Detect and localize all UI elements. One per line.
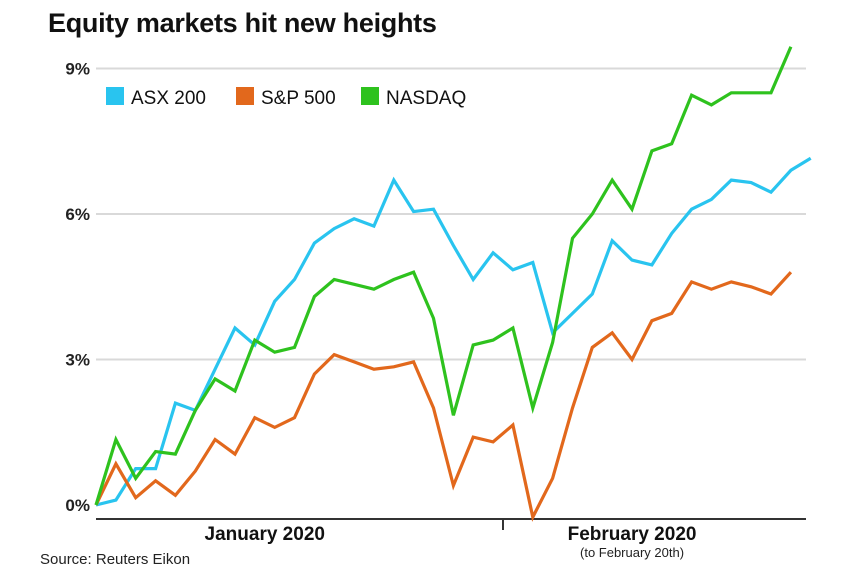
legend-label-asx-200: ASX 200 xyxy=(131,88,206,109)
legend-label-s-p-500: S&P 500 xyxy=(261,88,336,109)
legend-swatch-s-p-500 xyxy=(236,87,254,105)
legend-swatch-nasdaq xyxy=(361,87,379,105)
y-tick-label: 9% xyxy=(65,60,90,79)
source-note: Source: Reuters Eikon xyxy=(40,551,191,568)
legend-label-nasdaq: NASDAQ xyxy=(386,88,466,109)
chart-title: Equity markets hit new heights xyxy=(48,8,437,38)
gridlines xyxy=(96,67,806,361)
legend-swatch-asx-200 xyxy=(106,87,124,105)
axes: 0% 3% 6% 9% January 2020 February 2020(to Feb… xyxy=(65,60,806,560)
series-line-nasdaq xyxy=(94,46,793,506)
x-month-label: January 2020 xyxy=(205,524,325,545)
legend: ASX 200 S&P 500 NASDAQ xyxy=(106,87,466,109)
x-month-note: (to February 20th) xyxy=(580,545,684,560)
y-tick-label: 6% xyxy=(65,205,90,224)
y-tick-label: 3% xyxy=(65,351,90,370)
x-month-label: February 2020 xyxy=(568,524,697,545)
series-line-s-p-500 xyxy=(94,271,793,522)
series-lines xyxy=(94,46,812,522)
series-line-asx-200 xyxy=(95,156,812,507)
y-tick-label: 0% xyxy=(65,496,90,515)
